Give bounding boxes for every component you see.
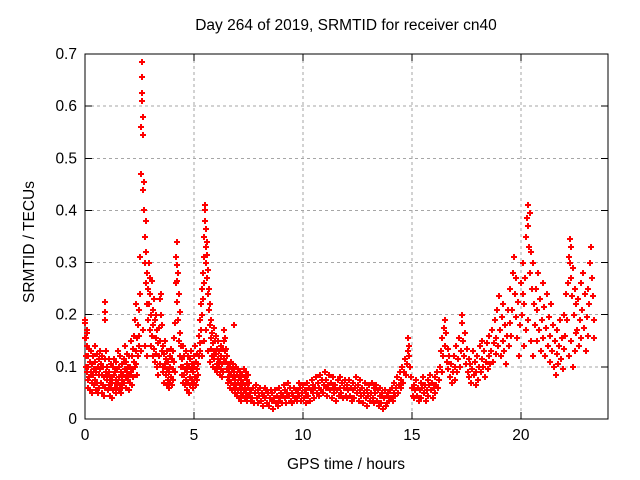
border-rect (84, 53, 609, 420)
y-tick-label: 0 (68, 411, 77, 428)
chart-title: Day 264 of 2019, SRMTID for receiver cn4… (195, 17, 497, 34)
y-tick-label: 0.6 (55, 98, 77, 115)
x-tick-labels: 0 5 10 15 20 (81, 427, 530, 444)
x-tick-label: 20 (512, 427, 530, 444)
y-tick-label: 0.2 (55, 307, 77, 324)
y-tick-label: 0.5 (55, 150, 77, 167)
scatter-series-srmtid (82, 59, 597, 412)
grid-lines (85, 54, 608, 419)
x-tick-label: 0 (81, 427, 90, 444)
axis-ticks (84, 53, 608, 420)
y-axis-label: SRMTID / TECUs (21, 181, 38, 303)
y-tick-label: 0.4 (55, 202, 77, 219)
x-tick-label: 10 (294, 427, 312, 444)
data-points (82, 59, 597, 412)
plot-border (84, 53, 609, 420)
y-tick-label: 0.1 (55, 359, 77, 376)
x-tick-label: 5 (190, 427, 199, 444)
y-tick-label: 0.7 (55, 46, 77, 63)
x-axis-label: GPS time / hours (287, 456, 405, 473)
y-tick-label: 0.3 (55, 255, 77, 272)
x-tick-label: 15 (403, 427, 420, 444)
y-tick-labels: 0 0.1 0.2 0.3 0.4 0.5 0.6 0.7 (55, 46, 77, 428)
